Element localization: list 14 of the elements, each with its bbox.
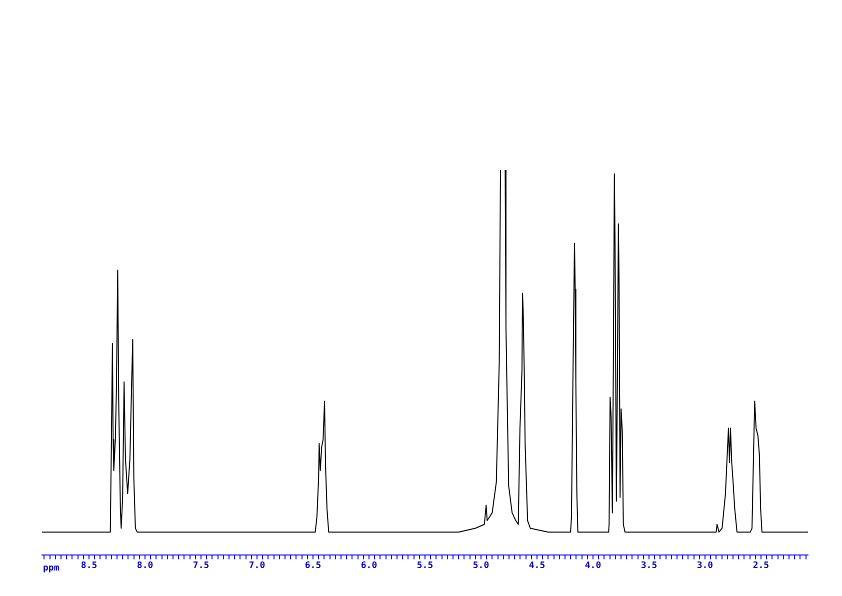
x-tick-label: 5.0 bbox=[472, 560, 490, 571]
x-tick-label: 4.0 bbox=[584, 560, 602, 571]
x-tick-label: 8.5 bbox=[80, 560, 98, 571]
x-tick-label: 7.0 bbox=[248, 560, 266, 571]
x-tick-label: 6.0 bbox=[360, 560, 378, 571]
x-tick-label: 6.5 bbox=[304, 560, 322, 571]
x-tick-label: 4.5 bbox=[528, 560, 546, 571]
x-tick-label: 7.5 bbox=[192, 560, 210, 571]
x-axis-title: ppm bbox=[43, 564, 60, 574]
x-tick-label: 5.5 bbox=[416, 560, 434, 571]
x-tick-label: 3.5 bbox=[640, 560, 658, 571]
x-tick-label: 3.0 bbox=[696, 560, 714, 571]
x-tick-label: 2.5 bbox=[752, 560, 770, 571]
x-tick-label: 8.0 bbox=[136, 560, 154, 571]
